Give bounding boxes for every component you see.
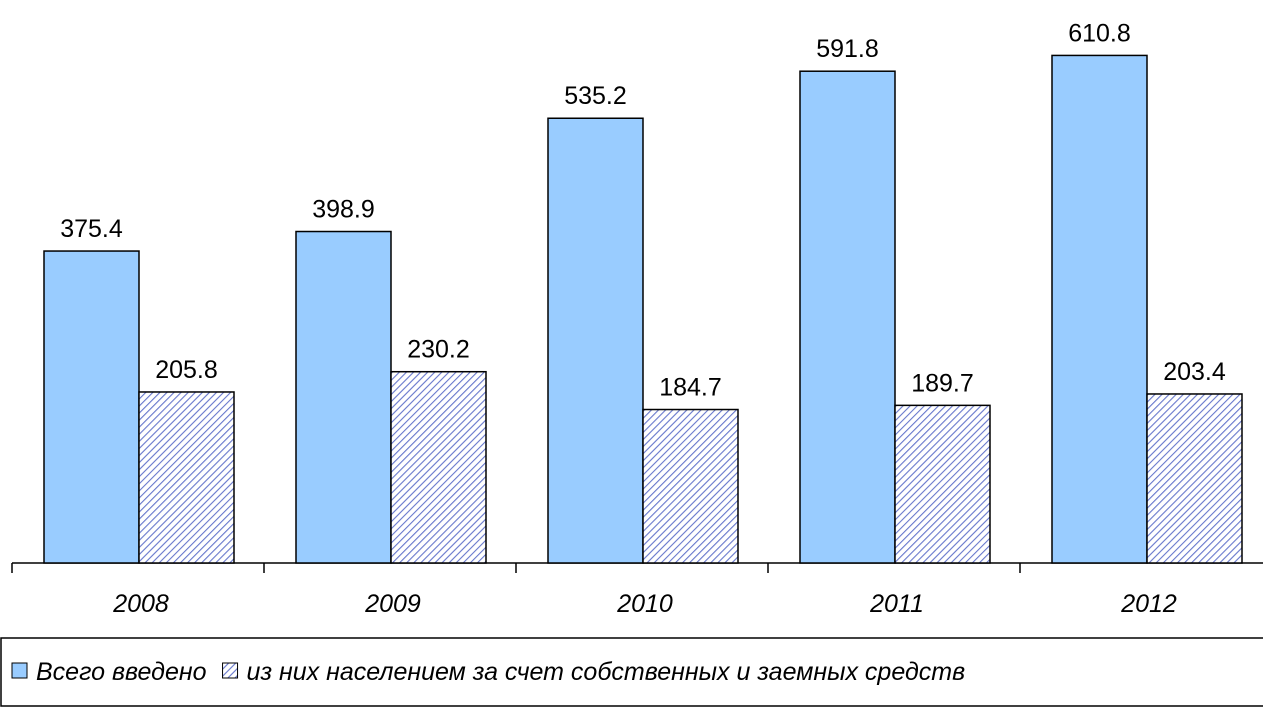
legend-swatch [11,662,28,679]
bar [390,370,487,564]
bar [1051,54,1148,564]
bar [295,230,392,564]
legend-label: из них населением за счет собственных и … [247,658,966,686]
x-tick-label: 2008 [112,590,169,618]
value-label: 205.8 [155,356,218,384]
bar [1146,393,1243,564]
value-label: 230.2 [407,336,470,364]
legend-label: Всего введено [36,658,207,686]
value-label: 398.9 [312,196,375,224]
x-tick-label: 2010 [616,590,673,618]
bar [642,408,739,564]
x-tick-label: 2012 [1120,590,1177,618]
legend-box [0,637,1263,707]
value-label: 535.2 [564,82,627,110]
value-label: 203.4 [1163,358,1226,386]
x-tick-label: 2011 [869,590,924,618]
bar [894,404,991,564]
x-tick-label: 2009 [364,590,421,618]
value-label: 591.8 [816,35,879,63]
bar [799,70,896,564]
bar [43,250,140,564]
value-label: 184.7 [659,374,722,402]
bar [547,117,644,564]
bar [138,391,235,564]
value-label: 375.4 [60,215,123,243]
legend-swatch [222,662,239,679]
value-label: 189.7 [911,369,974,397]
value-label: 610.8 [1068,19,1131,47]
